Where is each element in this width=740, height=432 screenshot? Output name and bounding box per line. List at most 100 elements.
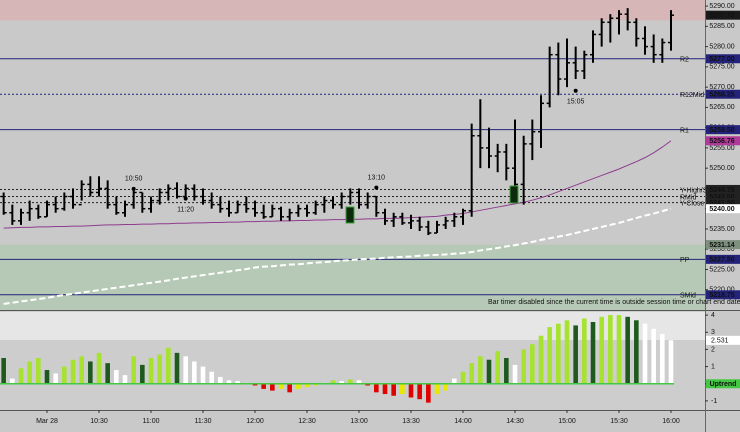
y-tick-label: 5280.00 xyxy=(709,43,734,50)
annotation-dot xyxy=(183,196,188,201)
histogram-bar xyxy=(62,366,67,384)
histogram-bar xyxy=(304,383,310,388)
price-badge-label: 5241.50 xyxy=(709,200,734,207)
histogram-bar xyxy=(174,352,180,384)
price-badge xyxy=(706,136,740,146)
x-tick-label: 16:00 xyxy=(662,418,680,425)
histogram-bar xyxy=(365,383,370,386)
histogram-bar xyxy=(140,364,145,384)
histogram-bar xyxy=(374,383,379,393)
histogram-bar xyxy=(209,371,214,384)
y-tick-label: 5270.00 xyxy=(709,84,734,91)
histogram-bar xyxy=(660,333,665,384)
annotation-label: 10:50 xyxy=(125,176,143,183)
annotation-label: 13:10 xyxy=(368,174,386,181)
trend-badge-label: Uptrend xyxy=(710,381,737,388)
histogram-bar xyxy=(70,359,76,384)
histogram-bar xyxy=(356,380,362,384)
x-tick-label: 14:00 xyxy=(454,418,472,425)
price-badge xyxy=(706,290,740,300)
price-badge-label: 5277.00 xyxy=(709,56,734,63)
histogram-bar xyxy=(608,315,613,384)
price-badge xyxy=(706,89,740,99)
moving-average xyxy=(3,140,672,229)
histogram-bar xyxy=(642,323,648,384)
level-name: Y-Close xyxy=(680,200,704,207)
annotation-dot xyxy=(573,88,578,93)
price-badge-label: 5259.50 xyxy=(709,127,734,134)
histogram-bar xyxy=(478,356,483,384)
histogram-bar xyxy=(339,381,344,384)
histogram-bar xyxy=(348,379,353,384)
histogram-bar xyxy=(287,383,292,393)
histogram-bar xyxy=(218,376,223,384)
histogram-bar xyxy=(44,370,50,384)
x-tick-label: 12:30 xyxy=(298,418,316,425)
histogram-bar xyxy=(53,373,58,384)
level-name: R1 xyxy=(680,128,689,135)
price-badge xyxy=(706,240,740,250)
price-badge xyxy=(706,125,740,135)
price-badge xyxy=(706,184,740,194)
histogram-bar xyxy=(538,335,544,384)
histogram-bar xyxy=(625,316,630,384)
y-tick-label: 5220.00 xyxy=(709,287,734,294)
histogram-bar xyxy=(166,347,171,384)
annotation-label: 11:20 xyxy=(177,206,194,213)
y-tick-label: 4 xyxy=(711,312,715,319)
price-badge-label: 5240.00 xyxy=(709,206,734,213)
histogram-bar xyxy=(18,368,24,384)
histogram-bar xyxy=(417,383,422,400)
y-tick-label: 5230.00 xyxy=(709,246,734,253)
histogram-bar xyxy=(278,383,284,389)
histogram-bar xyxy=(148,358,154,384)
histogram-bar xyxy=(495,351,500,384)
price-badge xyxy=(706,198,740,208)
y-tick-label: 5250.00 xyxy=(709,165,734,172)
histogram-bar xyxy=(183,356,188,384)
level-name: R2 xyxy=(680,57,689,64)
histogram-bar xyxy=(96,352,102,384)
histogram-bar xyxy=(521,349,526,384)
histogram-bar xyxy=(408,383,414,398)
histogram-bar xyxy=(157,354,162,384)
y-tick-label: 5265.00 xyxy=(709,104,734,111)
histogram-bar xyxy=(261,383,266,389)
price-badge xyxy=(706,54,740,64)
x-tick-label: 15:30 xyxy=(610,418,628,425)
level-name: PP xyxy=(680,257,690,264)
x-tick-label: 11:00 xyxy=(143,418,160,425)
y-tick-label: 5235.00 xyxy=(709,226,734,233)
x-tick-label: 13:00 xyxy=(350,418,368,425)
price-badge-label: 5231.14 xyxy=(709,242,734,249)
y-tick-label: 5225.00 xyxy=(709,266,734,273)
histogram-bar xyxy=(400,383,405,395)
y-tick-label: 5290.00 xyxy=(709,3,734,10)
moving-average xyxy=(3,207,672,305)
histogram-bar xyxy=(330,380,336,384)
histogram-bar xyxy=(200,366,206,384)
histogram-bar xyxy=(512,364,518,384)
price-badge xyxy=(706,254,740,264)
histogram-bar xyxy=(590,321,596,384)
price-badge-label: 5218.75 xyxy=(709,292,734,299)
histogram-bar xyxy=(469,363,474,384)
histogram-bar xyxy=(270,383,275,391)
price-badge xyxy=(706,204,740,214)
x-tick-label: 10:30 xyxy=(90,418,108,425)
annotation-dot xyxy=(131,186,136,191)
annotation-label: 15:05 xyxy=(567,99,585,106)
level-name: Y-High/S xyxy=(680,187,708,194)
histogram-bar xyxy=(79,356,84,384)
histogram-bar xyxy=(573,325,578,384)
histogram-bar xyxy=(434,383,440,395)
price-badge-label: 5287.75 xyxy=(709,13,734,20)
y-tick-label: 3 xyxy=(711,329,715,336)
value-badge-label: 2.531 xyxy=(711,338,729,345)
y-tick-label: 5275.00 xyxy=(709,64,734,71)
histogram-bar xyxy=(486,359,492,384)
histogram-bar xyxy=(443,383,448,391)
histogram-bar xyxy=(36,358,41,384)
